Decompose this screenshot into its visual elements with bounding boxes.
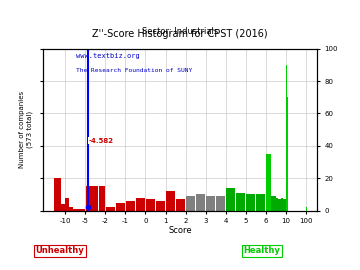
Bar	[66, 198, 69, 211]
Text: www.textbiz.org: www.textbiz.org	[76, 53, 140, 59]
Bar	[106, 207, 115, 211]
Bar	[73, 209, 77, 211]
Bar	[246, 194, 255, 211]
Bar	[287, 97, 288, 211]
Bar	[271, 196, 273, 211]
Bar	[266, 154, 271, 211]
Bar	[166, 191, 175, 211]
Bar	[116, 202, 125, 211]
Text: -4.582: -4.582	[89, 137, 114, 144]
Bar	[283, 199, 286, 211]
Bar	[256, 194, 265, 211]
Bar	[99, 186, 105, 211]
Bar	[69, 207, 73, 211]
Bar	[81, 209, 85, 211]
Bar	[216, 196, 225, 211]
Bar	[156, 201, 165, 211]
Text: Healthy: Healthy	[244, 246, 280, 255]
Text: Unhealthy: Unhealthy	[35, 246, 84, 255]
Bar	[281, 198, 283, 211]
Bar	[226, 188, 235, 211]
Bar	[54, 178, 61, 211]
Bar	[266, 196, 268, 211]
Bar	[86, 186, 92, 211]
Y-axis label: Number of companies
(573 total): Number of companies (573 total)	[19, 91, 33, 168]
Title: Z''-Score Histogram for CPST (2016): Z''-Score Histogram for CPST (2016)	[92, 29, 268, 39]
Bar	[136, 198, 145, 211]
Bar	[146, 199, 155, 211]
Bar	[278, 199, 281, 211]
Bar	[77, 209, 81, 211]
Bar	[196, 194, 205, 211]
Text: Sector: Industrials: Sector: Industrials	[142, 27, 218, 36]
Bar	[269, 198, 271, 211]
Bar	[286, 65, 287, 211]
Bar	[92, 186, 98, 211]
Bar	[276, 198, 278, 211]
Bar	[176, 199, 185, 211]
Bar	[62, 204, 65, 211]
Bar	[186, 196, 195, 211]
Bar	[206, 196, 215, 211]
Text: The Research Foundation of SUNY: The Research Foundation of SUNY	[76, 68, 192, 73]
X-axis label: Score: Score	[168, 226, 192, 235]
Bar	[126, 201, 135, 211]
Bar	[306, 207, 307, 211]
Bar	[273, 196, 276, 211]
Bar	[236, 193, 245, 211]
